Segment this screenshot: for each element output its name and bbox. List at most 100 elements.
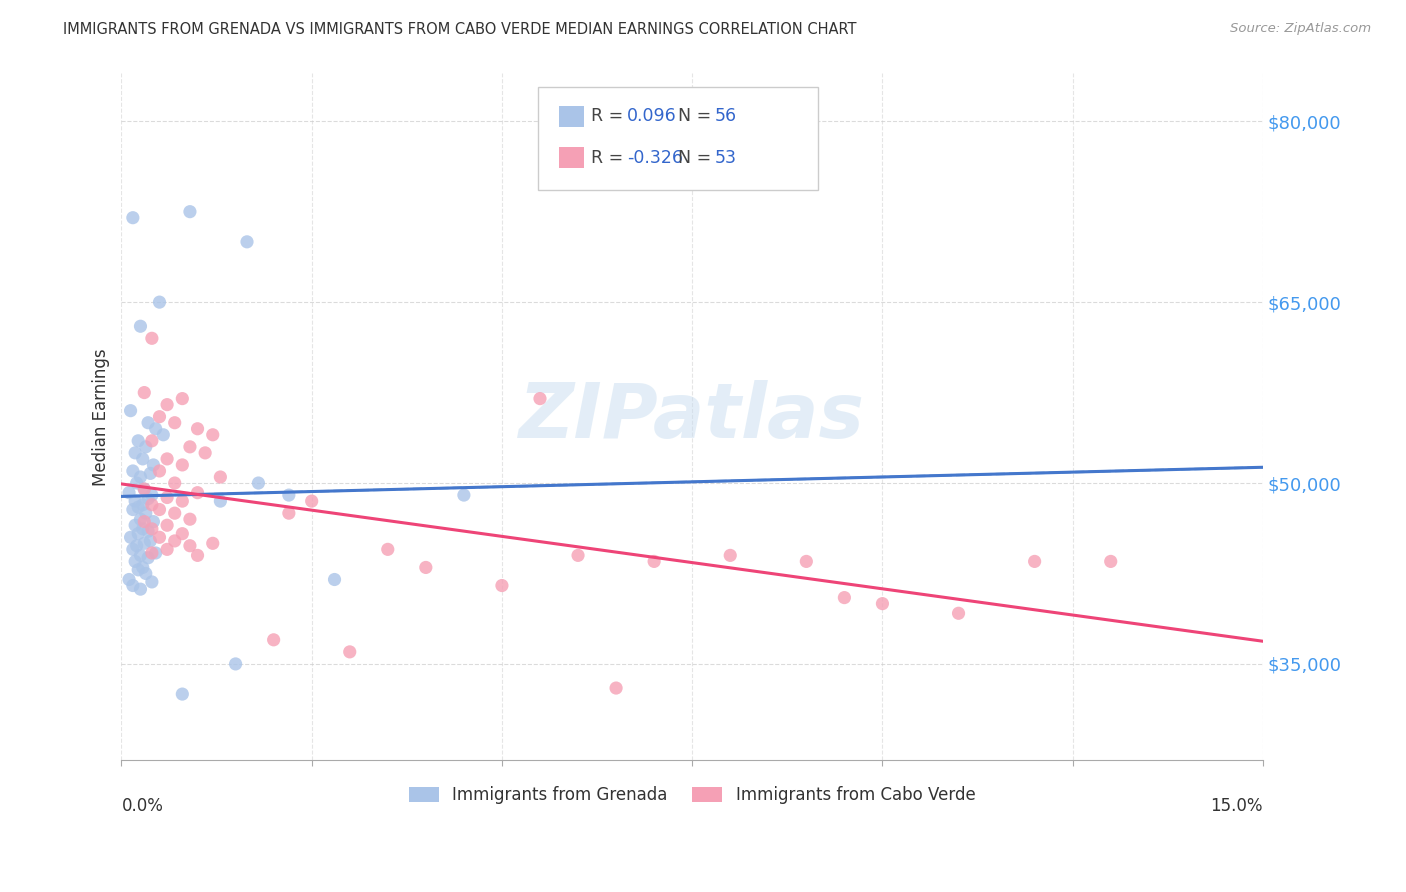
Point (136, 416, 159, 430)
Point (139, 467, 162, 481)
Point (263, 632, 285, 647)
Point (148, 295, 170, 310)
Point (145, 422, 167, 436)
Point (236, 235, 259, 249)
Point (141, 546, 163, 560)
Point (136, 491, 159, 506)
Point (172, 687, 194, 701)
Point (135, 440, 157, 454)
Point (718, 549, 741, 563)
Point (301, 494, 323, 508)
Text: N =: N = (679, 107, 717, 125)
Point (129, 470, 152, 484)
Point (643, 554, 665, 568)
Point (129, 582, 152, 596)
Point (124, 494, 146, 508)
Point (172, 458, 194, 472)
Point (179, 512, 201, 526)
Point (186, 422, 208, 436)
Point (120, 403, 142, 417)
Point (194, 446, 217, 460)
Point (132, 498, 155, 512)
Point (277, 488, 299, 502)
Point (948, 607, 970, 621)
Point (148, 530, 170, 544)
Point (415, 560, 437, 574)
Point (125, 539, 148, 553)
Point (163, 506, 186, 520)
Point (132, 522, 155, 536)
Point (127, 563, 149, 577)
Point (453, 488, 475, 502)
Point (1099, 554, 1122, 568)
Point (491, 578, 513, 592)
Text: R =: R = (591, 107, 628, 125)
Point (136, 550, 159, 565)
Point (141, 522, 163, 536)
Text: N =: N = (679, 149, 717, 167)
Legend: Immigrants from Grenada, Immigrants from Cabo Verde: Immigrants from Grenada, Immigrants from… (402, 780, 983, 811)
Point (323, 573, 346, 587)
Text: 0.0%: 0.0% (121, 797, 163, 814)
Point (148, 464, 170, 478)
Point (377, 542, 399, 557)
Point (247, 476, 270, 491)
Point (127, 500, 149, 515)
Point (605, 681, 627, 695)
Point (872, 597, 894, 611)
Point (134, 515, 156, 529)
Point (179, 204, 201, 219)
Point (121, 211, 143, 225)
Text: 15.0%: 15.0% (1211, 797, 1263, 814)
Text: 0.096: 0.096 (627, 107, 676, 125)
Point (121, 464, 143, 478)
Text: R =: R = (591, 149, 628, 167)
Point (156, 451, 179, 466)
Point (118, 485, 141, 500)
Point (141, 498, 163, 512)
Point (148, 409, 170, 424)
Point (125, 476, 148, 491)
Point (163, 416, 186, 430)
Text: 56: 56 (716, 107, 737, 125)
Text: ZIPatlas: ZIPatlas (519, 380, 865, 454)
Point (179, 539, 201, 553)
Text: Source: ZipAtlas.com: Source: ZipAtlas.com (1230, 22, 1371, 36)
Point (135, 506, 157, 520)
Bar (558, 147, 583, 168)
Point (124, 518, 146, 533)
Point (127, 526, 149, 541)
Point (141, 488, 163, 502)
Point (152, 427, 174, 442)
Point (1024, 554, 1046, 568)
Point (142, 515, 165, 529)
Point (179, 440, 201, 454)
Point (145, 546, 167, 560)
Point (141, 331, 163, 345)
Point (132, 560, 155, 574)
Point (529, 392, 551, 406)
Point (567, 549, 589, 563)
Bar (558, 106, 583, 127)
Point (156, 542, 179, 557)
Point (148, 502, 170, 516)
Point (127, 434, 149, 448)
Point (134, 385, 156, 400)
Text: 53: 53 (716, 149, 737, 167)
Point (129, 512, 152, 526)
Point (121, 502, 143, 516)
Point (186, 549, 208, 563)
Point (141, 434, 163, 448)
Point (124, 446, 146, 460)
Point (141, 574, 163, 589)
Point (142, 458, 165, 472)
Point (163, 476, 186, 491)
Text: -0.326: -0.326 (627, 149, 683, 167)
Point (209, 470, 232, 484)
Point (120, 530, 142, 544)
Point (209, 494, 232, 508)
Point (163, 533, 186, 548)
Point (277, 506, 299, 520)
Point (134, 482, 156, 496)
Point (121, 542, 143, 557)
